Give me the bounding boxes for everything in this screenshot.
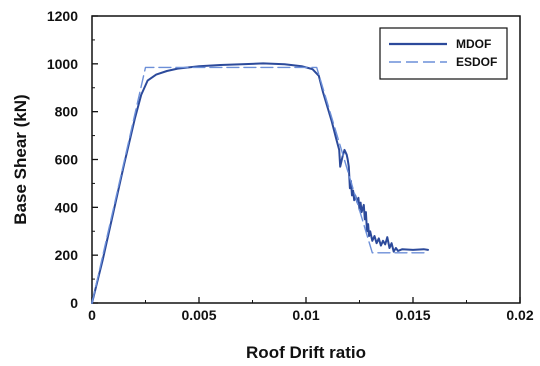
y-tick-label: 1200 (47, 8, 78, 24)
x-tick-label: 0.02 (506, 307, 533, 323)
y-tick-label: 800 (55, 104, 79, 120)
y-axis-title: Base Shear (kN) (11, 94, 30, 224)
x-tick-label: 0.005 (181, 307, 216, 323)
ticks: 0 0.005 0.01 0.015 0.02 0 200 400 600 800 1000 1200 (47, 8, 534, 323)
x-tick-label: 0 (88, 307, 96, 323)
y-tick-label: 0 (70, 295, 78, 311)
y-tick-label: 1000 (47, 56, 78, 72)
series-layer (91, 62, 429, 304)
y-tick-label: 400 (55, 199, 79, 215)
legend-box (379, 27, 508, 80)
y-tick-label: 600 (55, 152, 79, 168)
x-tick-label: 0.015 (395, 307, 430, 323)
y-tick-label: 200 (55, 247, 79, 263)
plot-area: 0 0.005 0.01 0.015 0.02 0 200 400 600 800 1000 1200 (47, 8, 534, 323)
legend-label-esdof: ESDOF (456, 55, 497, 69)
legend-label-mdof: MDOF (456, 37, 491, 51)
x-axis-title: Roof Drift ratio (246, 343, 366, 362)
legend: MDOF ESDOF (379, 27, 508, 80)
series-line-mdof (91, 62, 429, 304)
series-line-esdof (91, 66, 429, 304)
x-tick-label: 0.01 (292, 307, 319, 323)
